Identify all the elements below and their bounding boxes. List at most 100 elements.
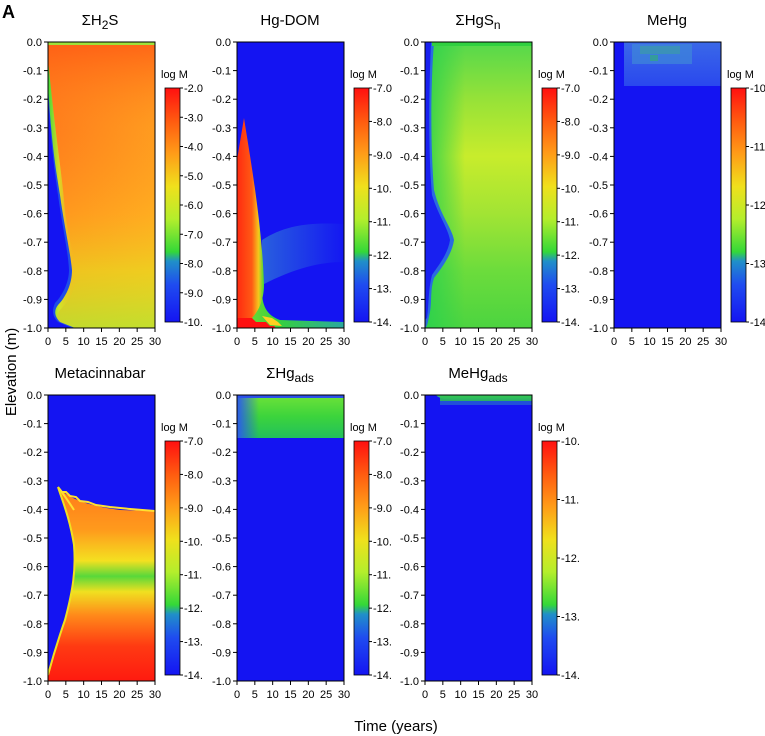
colorbar-tick-label: -4.0 bbox=[184, 142, 203, 154]
x-tick-label: 0 bbox=[611, 336, 617, 348]
x-tick-label: 5 bbox=[629, 336, 635, 348]
y-tick-label: -0.9 bbox=[400, 647, 419, 659]
colorbar bbox=[353, 87, 370, 323]
y-tick-label: -0.5 bbox=[23, 533, 42, 545]
y-tick-label: -1.0 bbox=[400, 676, 419, 688]
colorbar-tick-label: -14. bbox=[373, 670, 392, 682]
y-tick-label: -1.0 bbox=[23, 676, 42, 688]
x-tick-label: 15 bbox=[472, 336, 484, 348]
colorbar-tick-label: -12. bbox=[750, 200, 765, 212]
colorbar bbox=[164, 440, 181, 676]
y-tick-label: -0.7 bbox=[589, 237, 608, 249]
colorbar-tick-label: -8.0 bbox=[373, 469, 392, 481]
colorbar-tick-label: -14. bbox=[373, 317, 392, 329]
x-tick-label: 25 bbox=[697, 336, 709, 348]
panel-h2s bbox=[47, 41, 156, 329]
y-tick-label: -0.2 bbox=[212, 447, 231, 459]
colorbar-tick-label: -12. bbox=[561, 250, 580, 262]
x-tick-label: 15 bbox=[661, 336, 673, 348]
y-tick-label: -0.5 bbox=[400, 533, 419, 545]
x-tick-label: 5 bbox=[63, 336, 69, 348]
chart-hgsn: ΣHgSn 0.0 -0.1 -0.2 -0.3 -0.4 -0.5 -0.6 -0.7 -0.8… bbox=[400, 12, 580, 348]
colorbar-tick-label: -8.0 bbox=[373, 116, 392, 128]
panel-metacinnabar bbox=[47, 394, 156, 682]
y-tick-label: -1.0 bbox=[212, 323, 231, 335]
colorbar bbox=[541, 87, 558, 323]
y-tick-label: -0.7 bbox=[400, 590, 419, 602]
y-tick-label: -0.2 bbox=[212, 94, 231, 106]
y-tick-label: -0.4 bbox=[400, 151, 419, 163]
x-tick-label: 15 bbox=[472, 689, 484, 701]
x-tick-label: 30 bbox=[149, 689, 161, 701]
colorbar-tick-label: -11. bbox=[561, 217, 579, 229]
x-tick-label: 5 bbox=[252, 689, 258, 701]
panel-letter: A bbox=[2, 2, 15, 22]
x-tick-label: 20 bbox=[302, 689, 314, 701]
y-tick-label: -0.9 bbox=[400, 294, 419, 306]
y-tick-label: -0.5 bbox=[212, 533, 231, 545]
x-tick-label: 5 bbox=[63, 689, 69, 701]
x-tick-label: 10 bbox=[455, 336, 467, 348]
y-tick-label: -0.2 bbox=[589, 94, 608, 106]
chart-mehgads: MeHgads 0.0 -0.1 -0.2 -0.3 -0.4 -0.5 -0.6 -0.7 -0… bbox=[400, 365, 580, 701]
y-tick-label: -0.7 bbox=[23, 237, 42, 249]
x-tick-label: 20 bbox=[302, 336, 314, 348]
y-tick-label: -0.4 bbox=[212, 504, 231, 516]
x-tick-label: 30 bbox=[338, 336, 350, 348]
colorbar-tick-label: -14. bbox=[561, 317, 580, 329]
y-tick-label: -0.3 bbox=[400, 476, 419, 488]
heatmap-hgsn bbox=[425, 42, 532, 328]
y-tick-label: -0.8 bbox=[23, 619, 42, 631]
x-tick-label: 5 bbox=[440, 336, 446, 348]
x-tick-label: 10 bbox=[78, 336, 90, 348]
colorbar bbox=[541, 440, 558, 676]
x-tick-label: 15 bbox=[95, 336, 107, 348]
colorbar-unit: log M bbox=[161, 422, 188, 434]
colorbar-tick-label: -5.0 bbox=[184, 171, 203, 183]
y-tick-label: -0.6 bbox=[23, 209, 42, 221]
y-tick-label: -0.2 bbox=[23, 94, 42, 106]
chart-metacinnabar: Metacinnabar 0.0 -0.1 -0.2 -0.3 -0.4 -0.5 -0.6 -… bbox=[23, 365, 203, 701]
y-tick-label: -0.7 bbox=[212, 590, 231, 602]
colorbar bbox=[730, 87, 747, 323]
colorbar-tick-label: -9.0 bbox=[184, 288, 203, 300]
y-tick-label: -0.5 bbox=[212, 180, 231, 192]
colorbar-tick-label: -10. bbox=[750, 83, 765, 95]
heatmap-mehg bbox=[614, 42, 721, 328]
y-tick-label: 0.0 bbox=[216, 37, 231, 49]
x-axis-label: Time (years) bbox=[354, 718, 438, 735]
colorbar-tick-label: -10. bbox=[373, 536, 392, 548]
x-tick-label: 30 bbox=[149, 336, 161, 348]
x-tick-label: 0 bbox=[422, 689, 428, 701]
y-tick-label: -0.6 bbox=[589, 209, 608, 221]
colorbar-tick-label: -8.0 bbox=[561, 116, 580, 128]
colorbar-unit: log M bbox=[538, 422, 565, 434]
x-tick-label: 25 bbox=[508, 336, 520, 348]
y-tick-label: -0.3 bbox=[589, 123, 608, 135]
x-tick-label: 20 bbox=[679, 336, 691, 348]
y-tick-label: -0.1 bbox=[589, 66, 608, 78]
colorbar-tick-label: -8.0 bbox=[184, 259, 203, 271]
y-tick-label: 0.0 bbox=[593, 37, 608, 49]
panel-title: ΣH2S bbox=[82, 12, 119, 32]
heatmap-mehgads bbox=[425, 395, 532, 681]
x-tick-label: 5 bbox=[252, 336, 258, 348]
panel-mehgads bbox=[424, 394, 533, 682]
x-tick-label: 10 bbox=[267, 336, 279, 348]
chart-hg-dom: Hg-DOM 0.0 -0.1 -0.2 -0.3 -0.4 -0.5 -0.6 -0.7 -0.… bbox=[212, 12, 392, 348]
y-tick-label: -0.1 bbox=[23, 419, 42, 431]
y-tick-label: 0.0 bbox=[404, 390, 419, 402]
x-tick-label: 0 bbox=[45, 336, 51, 348]
y-tick-label: -0.1 bbox=[400, 419, 419, 431]
panel-title: Hg-DOM bbox=[260, 12, 319, 29]
colorbar-tick-label: -12. bbox=[373, 250, 392, 262]
y-tick-label: -0.3 bbox=[23, 476, 42, 488]
y-tick-label: -0.3 bbox=[212, 123, 231, 135]
y-tick-label: -0.1 bbox=[212, 66, 231, 78]
y-tick-label: -1.0 bbox=[23, 323, 42, 335]
colorbar-tick-label: -9.0 bbox=[184, 503, 203, 515]
y-tick-label: 0.0 bbox=[404, 37, 419, 49]
colorbar-tick-label: -2.0 bbox=[184, 83, 203, 95]
y-tick-label: -0.1 bbox=[212, 419, 231, 431]
